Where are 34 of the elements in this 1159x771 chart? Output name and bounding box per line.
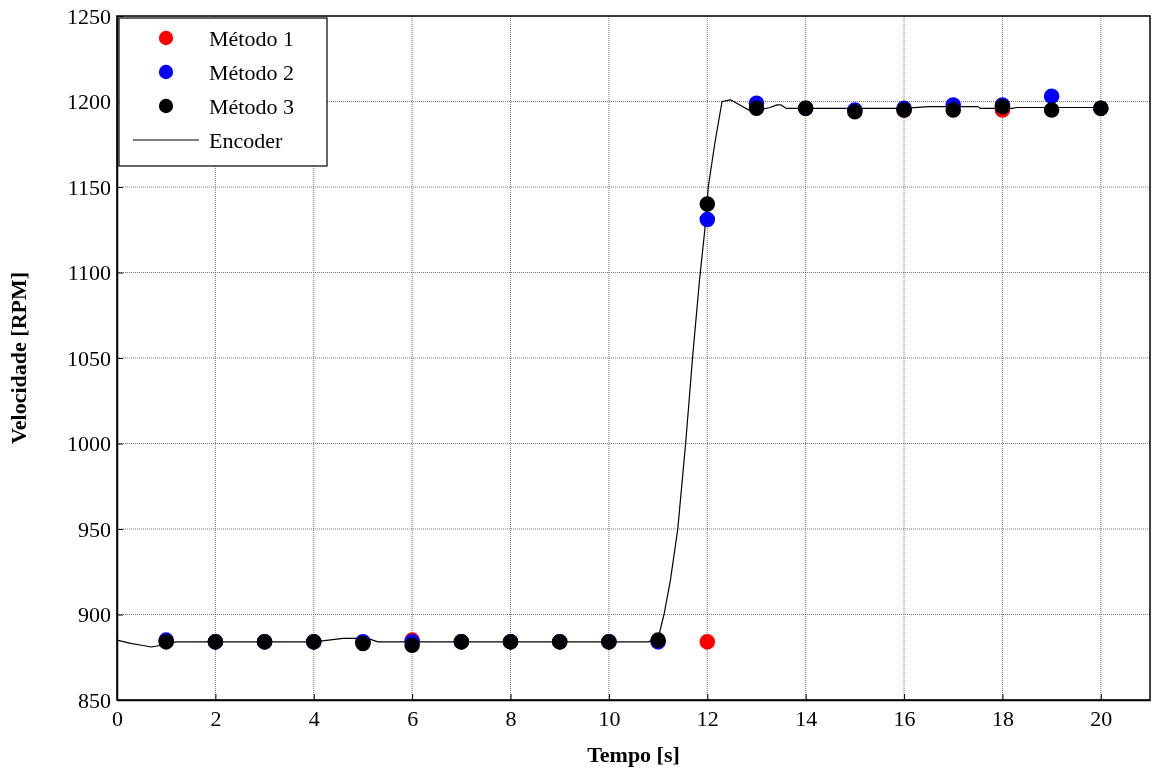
legend-label: Método 3 [209, 93, 294, 119]
x-axis-title: Tempo [s] [587, 742, 680, 767]
legend-label: Encoder [209, 127, 283, 153]
point [699, 634, 716, 650]
legend-label: Método 1 [209, 25, 294, 51]
y-tick-label: 900 [78, 602, 111, 628]
y-axis-title: Velocidade [RPM] [6, 271, 31, 445]
x-tick-label: 16 [893, 705, 916, 731]
x-tick-label: 2 [210, 705, 222, 731]
x-tick-label: 18 [991, 705, 1014, 731]
point [748, 100, 765, 117]
x-tick-label: 10 [598, 705, 621, 731]
point [404, 637, 420, 654]
y-tick-label: 1150 [67, 174, 111, 200]
point [1043, 102, 1060, 118]
y-tick-label: 1050 [67, 345, 111, 371]
y-tick-label: 1200 [67, 89, 111, 115]
x-tick-label: 8 [505, 705, 517, 731]
x-tick-label: 0 [112, 705, 123, 731]
point [1043, 88, 1060, 105]
y-tick-label: 1250 [67, 3, 111, 29]
y-tick-label: 850 [78, 687, 111, 713]
x-tick-label: 12 [696, 705, 719, 731]
point [945, 102, 962, 118]
y-tick-label: 1100 [67, 260, 111, 286]
point [699, 196, 716, 212]
x-tick-label: 14 [795, 705, 818, 731]
x-tick-label: 20 [1090, 705, 1113, 731]
x-tick-label: 4 [308, 705, 320, 731]
point [699, 211, 716, 228]
y-tick-label: 950 [78, 516, 111, 542]
legend-label: Método 2 [209, 59, 294, 85]
x-tick-label: 6 [407, 705, 419, 731]
y-tick-label: 1000 [67, 431, 111, 457]
